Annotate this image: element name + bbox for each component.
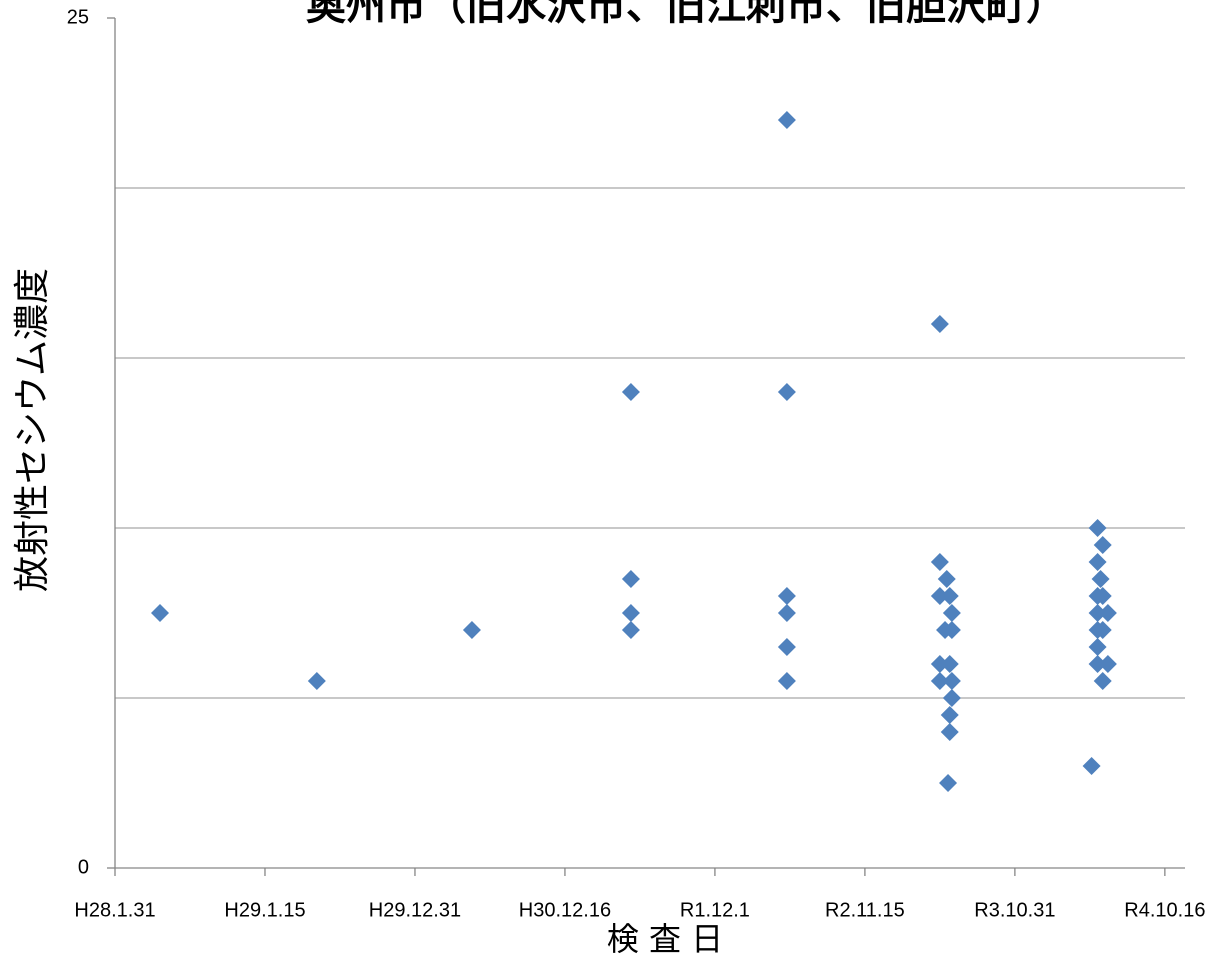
- point: [1093, 672, 1112, 690]
- point: [942, 689, 961, 707]
- point: [777, 604, 796, 622]
- x-tick-label: R3.10.31: [974, 899, 1055, 921]
- point: [1088, 519, 1107, 537]
- point: [937, 570, 956, 588]
- point: [777, 672, 796, 690]
- x-tick-label: R1.12.1: [680, 899, 750, 921]
- point: [930, 655, 949, 673]
- point: [150, 604, 169, 622]
- point: [1098, 604, 1117, 622]
- point: [1088, 638, 1107, 656]
- point: [930, 315, 949, 333]
- point: [1098, 655, 1117, 673]
- x-tick-label: H30.12.16: [519, 899, 611, 921]
- point: [621, 570, 640, 588]
- point: [930, 672, 949, 690]
- y-axis-label: 放射性セシウム濃度: [12, 268, 53, 592]
- point: [777, 111, 796, 129]
- y-tick-label: 0: [78, 856, 89, 878]
- point: [1091, 570, 1110, 588]
- point: [777, 587, 796, 605]
- point: [940, 587, 959, 605]
- point: [939, 774, 958, 792]
- point: [621, 383, 640, 401]
- point: [940, 723, 959, 741]
- x-tick-label: H29.1.15: [224, 899, 305, 921]
- point: [462, 621, 481, 639]
- point: [1093, 587, 1112, 605]
- point: [940, 655, 959, 673]
- point: [930, 587, 949, 605]
- y-tick-label: 25: [67, 6, 89, 28]
- x-tick-label: H28.1.31: [74, 899, 155, 921]
- point: [942, 621, 961, 639]
- point: [942, 672, 961, 690]
- point: [777, 383, 796, 401]
- point: [930, 553, 949, 571]
- x-axis-label: 検 査 日: [607, 920, 723, 958]
- point: [942, 604, 961, 622]
- point: [1088, 604, 1107, 622]
- x-tick-label: R4.10.16: [1124, 899, 1205, 921]
- point: [1088, 553, 1107, 571]
- point: [1093, 621, 1112, 639]
- x-tick-label: H29.12.31: [369, 899, 461, 921]
- point: [1093, 536, 1112, 554]
- x-tick-label: R2.11.15: [825, 899, 905, 921]
- point: [307, 672, 326, 690]
- point: [621, 621, 640, 639]
- point: [1082, 757, 1101, 775]
- point: [940, 706, 959, 724]
- point: [777, 638, 796, 656]
- point: [621, 604, 640, 622]
- point: [1088, 655, 1107, 673]
- chart-title: 奥州市（旧水沢市、旧江刺市、旧胆沢町）: [306, 0, 1066, 29]
